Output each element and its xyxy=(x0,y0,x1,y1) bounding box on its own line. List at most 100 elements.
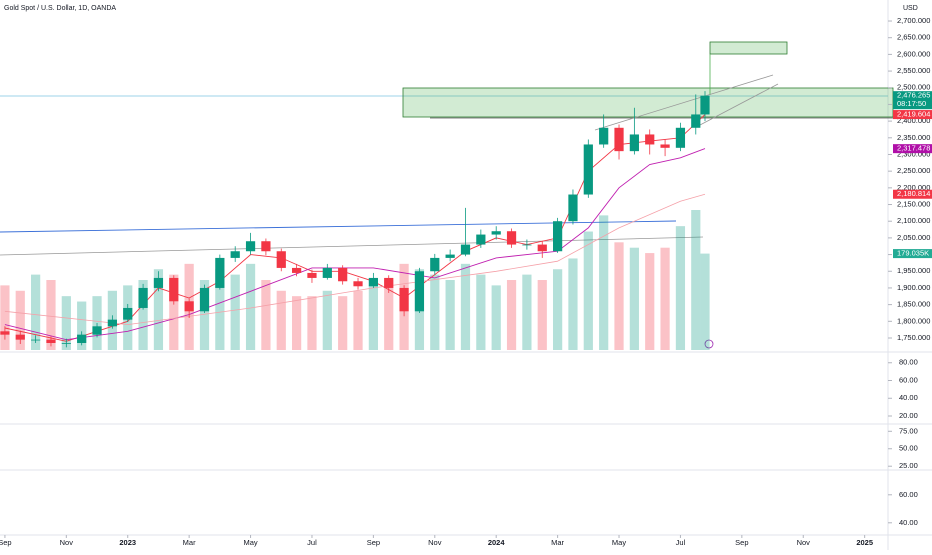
volume-bar xyxy=(46,280,56,350)
volume-bar xyxy=(153,269,164,350)
candle xyxy=(123,303,133,322)
candle xyxy=(199,284,210,313)
pane-tick-label: 40.00 xyxy=(899,518,918,527)
candle xyxy=(460,207,471,257)
candle-body xyxy=(31,339,41,341)
candle xyxy=(261,238,271,256)
candle-body xyxy=(675,127,686,148)
x-tick-label: Nov xyxy=(60,538,74,547)
candle xyxy=(506,228,517,248)
x-tick-label: 2024 xyxy=(488,538,506,547)
candle xyxy=(583,139,593,198)
candle-body xyxy=(368,277,378,287)
volume-bar xyxy=(476,274,486,350)
candle xyxy=(276,248,286,272)
x-tick-label: 2023 xyxy=(119,538,136,547)
y-tick-label: 2,250.000 xyxy=(897,166,930,175)
pane-tick-label: 20.00 xyxy=(899,411,918,420)
currency-label[interactable]: USD xyxy=(903,5,918,12)
candle-body xyxy=(15,334,25,340)
price-tag xyxy=(893,110,932,120)
y-tick-label: 2,550.000 xyxy=(897,66,930,75)
candle-body xyxy=(0,331,10,335)
candle xyxy=(368,272,378,288)
candle-body xyxy=(629,134,639,152)
y-tick-label: 2,100.000 xyxy=(897,216,930,225)
volume-bar xyxy=(384,280,394,350)
candle xyxy=(645,129,655,155)
candle xyxy=(430,253,440,275)
candle xyxy=(307,269,317,283)
candle-body xyxy=(199,287,210,312)
candle xyxy=(553,217,563,253)
candle xyxy=(476,229,486,248)
candle-body xyxy=(568,194,578,222)
candle-body xyxy=(353,281,363,287)
candle-body xyxy=(553,221,563,252)
candle xyxy=(15,330,25,344)
candle-body xyxy=(245,241,256,252)
candle-body xyxy=(338,267,348,282)
candle xyxy=(700,91,710,122)
candle-body xyxy=(614,127,624,152)
candle-body xyxy=(430,257,440,272)
candle xyxy=(691,94,701,135)
y-tick-label: 2,300.000 xyxy=(897,149,930,158)
y-tick-label: 2,600.000 xyxy=(897,49,930,58)
pane-tick-label: 60.00 xyxy=(899,375,918,384)
price-tag-label: 2,476.265 xyxy=(897,91,930,100)
y-tick-label: 2,650.000 xyxy=(897,33,930,42)
candle-body xyxy=(184,301,194,312)
candle-body xyxy=(92,326,102,335)
price-tag-label: 2,317.478 xyxy=(897,144,930,153)
candle xyxy=(629,107,639,155)
candle xyxy=(61,338,71,348)
symbol-title: Gold Spot / U.S. Dollar, 1D, OANDA xyxy=(4,5,116,12)
candle xyxy=(568,189,578,225)
moving-average xyxy=(4,148,706,341)
y-tick-label: 2,400.000 xyxy=(897,116,930,125)
x-tick-label: Mar xyxy=(551,538,564,547)
candle xyxy=(599,114,609,148)
x-tick-label: Sep xyxy=(367,538,380,547)
candle-body xyxy=(292,267,302,273)
price-tag-label: 2,180.814 xyxy=(897,189,930,198)
volume-bar xyxy=(353,290,363,350)
candle-body xyxy=(123,307,133,320)
candle-body xyxy=(599,127,609,145)
candle xyxy=(77,331,87,346)
volume-bar xyxy=(0,285,10,350)
candle-body xyxy=(476,234,486,245)
candle-body xyxy=(491,231,501,235)
plot: 2,700.000 2,650.000 2,600.000 2,550.000 2,50… xyxy=(0,16,932,547)
volume-bar xyxy=(583,231,593,350)
candle xyxy=(491,226,501,240)
candle-body xyxy=(261,241,271,252)
x-tick-label: 2025 xyxy=(856,538,873,547)
volume-bar xyxy=(691,210,701,350)
candle xyxy=(153,271,164,292)
volume-bar xyxy=(460,263,471,350)
volume-tag-label: 179.035K xyxy=(897,249,929,258)
candle xyxy=(31,335,41,343)
x-tick-label: May xyxy=(243,538,257,547)
candle-body xyxy=(645,134,655,145)
volume-bar xyxy=(491,285,501,350)
candle-body xyxy=(153,277,164,288)
volume-bar xyxy=(15,290,25,350)
price-tag xyxy=(893,91,932,110)
volume-bar xyxy=(77,301,87,350)
candle-body xyxy=(691,114,701,128)
volume-bar xyxy=(614,242,624,350)
volume-bar xyxy=(230,274,240,350)
event-marker[interactable] xyxy=(704,339,714,349)
moving-average xyxy=(4,193,706,326)
volume-bar xyxy=(61,296,71,350)
candle xyxy=(322,263,332,280)
volume-bar xyxy=(31,274,41,350)
volume-bar xyxy=(675,226,686,350)
candle xyxy=(338,265,348,285)
candle xyxy=(445,249,455,262)
candle-body xyxy=(537,244,547,252)
